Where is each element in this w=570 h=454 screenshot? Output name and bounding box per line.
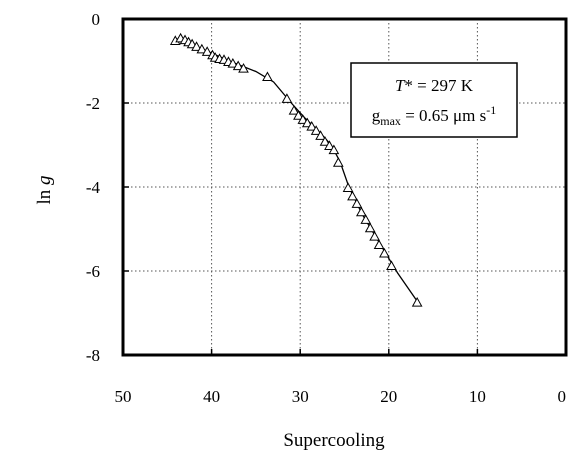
y-tick-label: -2 bbox=[86, 94, 100, 113]
y-tick-label: -4 bbox=[86, 178, 101, 197]
legend-line-2-subscript: max bbox=[380, 114, 401, 128]
data-point bbox=[306, 120, 318, 131]
data-point bbox=[369, 231, 380, 241]
legend-line-2-base: g bbox=[372, 106, 381, 125]
data-point bbox=[386, 260, 397, 271]
axis-ticks: 50 40 30 20 10 0 0 -2 -4 -6 -8 bbox=[86, 10, 567, 406]
data-point bbox=[342, 182, 354, 192]
data-point bbox=[281, 93, 293, 103]
x-tick-label: 0 bbox=[558, 387, 567, 406]
x-tick-label: 20 bbox=[380, 387, 397, 406]
data-point bbox=[332, 157, 344, 167]
data-point bbox=[324, 140, 335, 150]
data-points bbox=[169, 32, 423, 307]
legend-symbol: T bbox=[395, 76, 406, 95]
data-point bbox=[351, 198, 363, 208]
data-point bbox=[238, 63, 249, 73]
y-axis-title: ln g bbox=[34, 175, 55, 204]
x-tick-label: 30 bbox=[292, 387, 309, 406]
legend-line-2-superscript: -1 bbox=[486, 103, 496, 117]
data-point bbox=[364, 222, 376, 233]
data-point bbox=[328, 144, 340, 155]
legend-frame bbox=[350, 62, 518, 138]
data-point bbox=[411, 296, 423, 307]
legend-line-2: gmax = 0.65 μm s-1 bbox=[372, 103, 496, 128]
data-point bbox=[319, 136, 331, 146]
data-point bbox=[315, 130, 326, 140]
data-point bbox=[293, 110, 304, 120]
y-axis-title-italic: g bbox=[34, 175, 55, 185]
x-tick-label: 50 bbox=[115, 387, 132, 406]
data-point bbox=[360, 214, 372, 224]
legend-line-1: T* = 297 K bbox=[395, 76, 474, 95]
data-point bbox=[301, 117, 313, 128]
y-tick-label: 0 bbox=[92, 10, 101, 29]
data-point bbox=[232, 60, 244, 71]
data-point bbox=[227, 57, 239, 68]
data-point bbox=[191, 41, 202, 51]
x-tick-label: 40 bbox=[203, 387, 220, 406]
data-point bbox=[355, 206, 367, 217]
y-tick-label: -8 bbox=[86, 346, 100, 365]
y-tick-label: -6 bbox=[86, 262, 100, 281]
data-point bbox=[196, 43, 208, 54]
data-point bbox=[347, 190, 358, 201]
legend: T* = 297 K gmax = 0.65 μm s-1 bbox=[350, 62, 518, 138]
x-tick-label: 10 bbox=[469, 387, 486, 406]
y-axis-title-main: ln bbox=[34, 185, 55, 205]
data-point bbox=[297, 114, 309, 124]
data-point bbox=[262, 71, 273, 82]
data-point bbox=[379, 247, 390, 258]
legend-line-2-value: = 0.65 μm s bbox=[401, 106, 486, 125]
legend-line-1-value: * = 297 K bbox=[404, 76, 473, 95]
x-axis-title: Supercooling bbox=[283, 430, 385, 451]
data-point bbox=[373, 239, 385, 250]
data-point bbox=[310, 125, 322, 135]
data-point bbox=[288, 105, 300, 115]
data-point bbox=[201, 46, 213, 56]
